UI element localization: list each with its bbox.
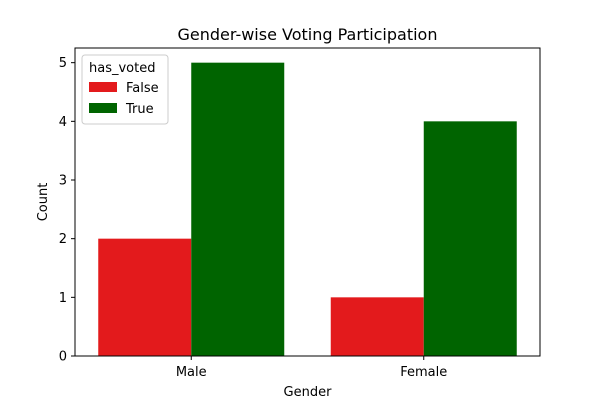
bar-false-female — [330, 297, 424, 356]
y-axis-label: Count — [36, 183, 51, 222]
chart-title: Gender-wise Voting Participation — [178, 25, 438, 44]
bar-true-male — [191, 62, 285, 357]
y-tick-label: 0 — [59, 350, 67, 365]
legend-title: has_voted — [89, 61, 155, 76]
plot-frame — [74, 47, 541, 357]
legend-label-false: False — [126, 81, 159, 96]
legend-swatch-false — [89, 82, 117, 92]
y-tick-label: 2 — [59, 232, 67, 247]
bar-true-female — [423, 121, 517, 356]
legend-swatch-true — [89, 103, 117, 113]
y-axis: 0 1 2 3 4 5 — [59, 56, 75, 365]
y-tick-label: 1 — [59, 291, 67, 306]
x-tick-label: Female — [400, 365, 447, 380]
y-tick-label: 5 — [59, 56, 67, 71]
bar-false-male — [98, 238, 192, 356]
x-tick-label: Male — [176, 365, 207, 380]
plot-spines — [74, 47, 541, 357]
bars-layer — [98, 62, 517, 357]
y-tick-label: 4 — [59, 115, 67, 130]
x-axis-label: Gender — [284, 385, 333, 400]
legend: has_voted False True — [81, 54, 169, 125]
y-tick-label: 3 — [59, 174, 67, 189]
x-axis: Male Female — [176, 356, 447, 380]
legend-items: False True — [89, 81, 159, 117]
legend-label-true: True — [125, 102, 154, 117]
